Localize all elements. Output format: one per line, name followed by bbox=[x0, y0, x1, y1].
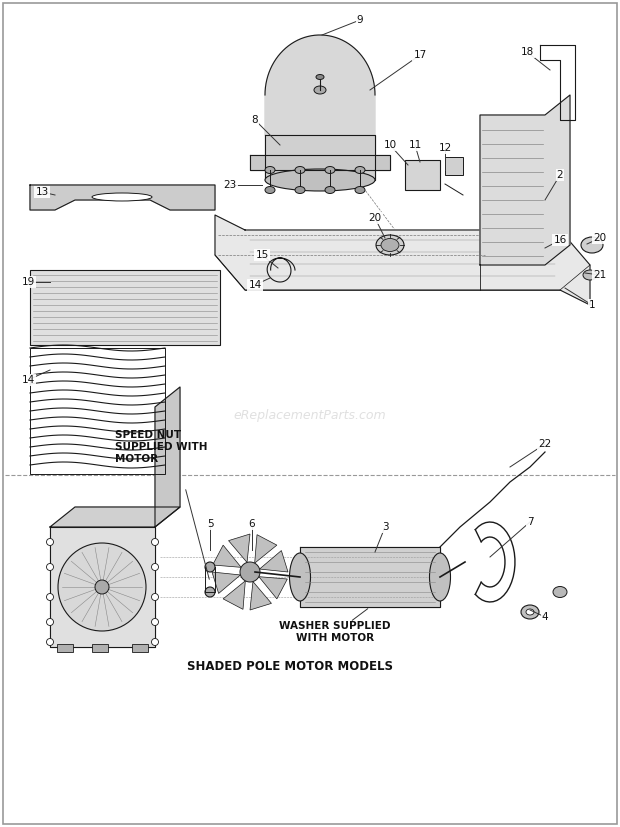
Text: 23: 23 bbox=[223, 180, 237, 190]
Ellipse shape bbox=[205, 562, 215, 572]
Bar bbox=[30, 270, 220, 345]
Text: WASHER SUPPLIED
WITH MOTOR: WASHER SUPPLIED WITH MOTOR bbox=[279, 621, 391, 643]
Polygon shape bbox=[260, 551, 288, 572]
Text: 8: 8 bbox=[252, 115, 259, 125]
Text: SHADED POLE MOTOR MODELS: SHADED POLE MOTOR MODELS bbox=[187, 661, 393, 673]
Ellipse shape bbox=[265, 187, 275, 194]
Polygon shape bbox=[229, 534, 250, 562]
Text: 12: 12 bbox=[438, 143, 451, 153]
Bar bbox=[132, 644, 148, 652]
Polygon shape bbox=[250, 155, 390, 170]
Ellipse shape bbox=[290, 553, 311, 601]
Ellipse shape bbox=[205, 587, 215, 597]
Polygon shape bbox=[255, 534, 277, 563]
Polygon shape bbox=[250, 581, 272, 610]
Ellipse shape bbox=[295, 187, 305, 194]
Ellipse shape bbox=[95, 580, 109, 594]
Text: 5: 5 bbox=[206, 519, 213, 529]
Ellipse shape bbox=[521, 605, 539, 619]
Text: 2: 2 bbox=[557, 170, 564, 180]
Text: 21: 21 bbox=[593, 270, 606, 280]
Polygon shape bbox=[212, 572, 241, 594]
Ellipse shape bbox=[58, 543, 146, 631]
Text: 9: 9 bbox=[356, 15, 363, 25]
Polygon shape bbox=[265, 35, 375, 135]
Text: SPEED NUT
SUPPLIED WITH
MOTOR: SPEED NUT SUPPLIED WITH MOTOR bbox=[115, 430, 208, 464]
Ellipse shape bbox=[526, 609, 534, 615]
Text: 6: 6 bbox=[249, 519, 255, 529]
Bar bbox=[92, 644, 108, 652]
Polygon shape bbox=[50, 527, 155, 647]
Text: eReplacementParts.com: eReplacementParts.com bbox=[234, 409, 386, 422]
Text: 14: 14 bbox=[21, 375, 35, 385]
Bar bbox=[30, 348, 165, 474]
Ellipse shape bbox=[151, 638, 159, 646]
Ellipse shape bbox=[355, 187, 365, 194]
Text: 10: 10 bbox=[383, 140, 397, 150]
Text: 17: 17 bbox=[414, 50, 427, 60]
Text: 11: 11 bbox=[409, 140, 422, 150]
Ellipse shape bbox=[92, 193, 152, 201]
Text: 20: 20 bbox=[593, 233, 606, 243]
Bar bbox=[57, 644, 73, 652]
Ellipse shape bbox=[583, 270, 597, 280]
Ellipse shape bbox=[316, 74, 324, 79]
Ellipse shape bbox=[295, 166, 305, 174]
Text: 18: 18 bbox=[520, 47, 534, 57]
Text: 14: 14 bbox=[249, 280, 262, 290]
Polygon shape bbox=[223, 581, 246, 609]
Text: 3: 3 bbox=[382, 522, 388, 532]
Bar bbox=[445, 157, 463, 175]
Ellipse shape bbox=[430, 553, 451, 601]
Text: 20: 20 bbox=[368, 213, 381, 223]
Text: 15: 15 bbox=[255, 250, 268, 260]
Ellipse shape bbox=[46, 638, 53, 646]
Polygon shape bbox=[259, 576, 287, 599]
Ellipse shape bbox=[46, 563, 53, 571]
Polygon shape bbox=[155, 387, 180, 527]
Text: 16: 16 bbox=[554, 235, 567, 245]
Ellipse shape bbox=[325, 187, 335, 194]
Text: 4: 4 bbox=[542, 612, 548, 622]
Ellipse shape bbox=[46, 538, 53, 546]
Polygon shape bbox=[480, 95, 570, 265]
Polygon shape bbox=[50, 507, 180, 527]
Ellipse shape bbox=[314, 86, 326, 94]
Ellipse shape bbox=[151, 563, 159, 571]
Ellipse shape bbox=[553, 586, 567, 597]
Text: 13: 13 bbox=[35, 187, 48, 197]
Ellipse shape bbox=[325, 166, 335, 174]
Ellipse shape bbox=[581, 237, 603, 253]
Text: 22: 22 bbox=[538, 439, 552, 449]
Polygon shape bbox=[300, 547, 440, 607]
Ellipse shape bbox=[376, 235, 404, 255]
Ellipse shape bbox=[265, 166, 275, 174]
Ellipse shape bbox=[46, 594, 53, 600]
Ellipse shape bbox=[151, 594, 159, 600]
Polygon shape bbox=[213, 545, 241, 567]
Ellipse shape bbox=[46, 619, 53, 625]
Ellipse shape bbox=[151, 538, 159, 546]
Polygon shape bbox=[215, 215, 590, 305]
Text: 7: 7 bbox=[526, 517, 533, 527]
Ellipse shape bbox=[151, 619, 159, 625]
Text: 19: 19 bbox=[21, 277, 35, 287]
Text: 1: 1 bbox=[588, 300, 595, 310]
Polygon shape bbox=[265, 135, 375, 180]
Ellipse shape bbox=[381, 238, 399, 251]
Bar bbox=[405, 160, 440, 190]
Polygon shape bbox=[30, 185, 215, 210]
Ellipse shape bbox=[265, 169, 375, 191]
Ellipse shape bbox=[355, 166, 365, 174]
Ellipse shape bbox=[240, 562, 260, 582]
